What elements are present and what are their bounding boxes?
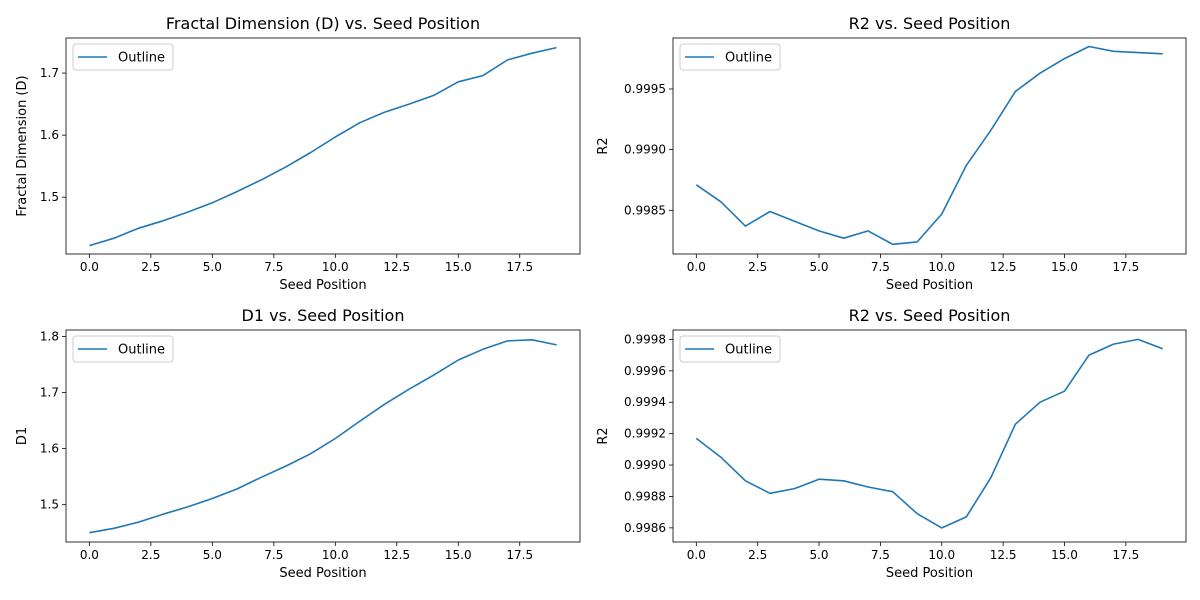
y-tick-label: 0.9992 [624, 427, 666, 441]
y-tick-label: 0.9990 [624, 143, 666, 157]
y-tick-label: 1.8 [40, 329, 59, 343]
y-tick-label: 0.9996 [624, 364, 666, 378]
x-tick-label: 17.5 [1113, 260, 1140, 274]
chart-title: R2 vs. Seed Position [849, 306, 1011, 325]
x-tick-label: 2.5 [748, 548, 767, 562]
x-tick-label: 12.5 [990, 260, 1017, 274]
y-tick-label: 1.6 [40, 442, 59, 456]
y-tick-label: 1.5 [40, 498, 59, 512]
legend: Outline [72, 43, 174, 71]
y-tick-label: 0.9998 [624, 332, 666, 346]
y-axis-label: R2 [596, 137, 611, 154]
x-tick-label: 2.5 [141, 548, 160, 562]
y-tick-label: 0.9988 [624, 489, 666, 503]
x-tick-label: 5.0 [809, 260, 828, 274]
x-tick-label: 0.0 [687, 548, 706, 562]
series-line-outline [695, 338, 1163, 529]
legend-label: Outline [118, 343, 165, 358]
y-axis-label: R2 [596, 427, 611, 444]
series-line-outline [89, 46, 557, 247]
axes-frame [672, 37, 1187, 255]
x-axis-label: Seed Position [279, 278, 366, 293]
y-tick-label: 0.9985 [624, 203, 666, 217]
chart-title: R2 vs. Seed Position [849, 14, 1011, 33]
x-tick-label: 15.0 [1051, 548, 1078, 562]
x-tick-label: 12.5 [383, 260, 410, 274]
legend: Outline [679, 43, 781, 71]
y-axis-label: D1 [15, 427, 30, 445]
x-tick-label: 7.5 [264, 548, 283, 562]
y-tick-label: 0.9994 [624, 395, 666, 409]
x-tick-label: 15.0 [445, 548, 472, 562]
legend-label: Outline [725, 51, 772, 66]
chart-panel-1: Fractal Dimension (D) vs. Seed Position 0… [15, 14, 581, 293]
y-tick-label: 1.7 [40, 386, 59, 400]
legend-box [679, 43, 781, 71]
legend-label: Outline [725, 343, 772, 358]
x-tick-label: 5.0 [809, 548, 828, 562]
x-tick-label: 10.0 [928, 548, 955, 562]
x-tick-label: 5.0 [203, 260, 222, 274]
x-tick-label: 7.5 [264, 260, 283, 274]
legend-box [72, 43, 174, 71]
legend: Outline [679, 335, 781, 363]
y-tick-label: 1.7 [40, 66, 59, 80]
x-tick-label: 0.0 [687, 260, 706, 274]
y-tick-label: 1.5 [40, 190, 59, 204]
axes-frame [65, 37, 581, 255]
legend-box [72, 335, 174, 363]
x-tick-label: 17.5 [1113, 548, 1140, 562]
y-tick-label: 1.6 [40, 128, 59, 142]
x-tick-label: 7.5 [871, 548, 890, 562]
series-line-outline [89, 338, 557, 534]
x-tick-label: 17.5 [506, 548, 533, 562]
y-axis-label: Fractal Dimension (D) [15, 75, 30, 216]
x-tick-label: 10.0 [928, 260, 955, 274]
chart-panel-2: R2 vs. Seed Position 0.0 2.5 5.0 7.5 10.0 12.5… [596, 14, 1187, 293]
x-tick-label: 7.5 [871, 260, 890, 274]
legend-label: Outline [118, 51, 165, 66]
x-axis-label: Seed Position [279, 566, 366, 581]
y-tick-label: 0.9995 [624, 82, 666, 96]
x-axis-label: Seed Position [886, 566, 973, 581]
axes-frame [672, 329, 1187, 543]
x-tick-label: 15.0 [1051, 260, 1078, 274]
x-axis-label: Seed Position [886, 278, 973, 293]
chart-panel-3: D1 vs. Seed Position 0.0 2.5 5.0 7.5 10.0 12.5… [15, 306, 581, 581]
legend: Outline [72, 335, 174, 363]
x-tick-label: 10.0 [322, 260, 349, 274]
x-tick-label: 15.0 [445, 260, 472, 274]
y-tick-label: 0.9986 [624, 521, 666, 535]
y-tick-label: 0.9990 [624, 458, 666, 472]
x-tick-label: 0.0 [80, 548, 99, 562]
x-tick-label: 10.0 [322, 548, 349, 562]
x-tick-label: 0.0 [80, 260, 99, 274]
axes-frame [65, 329, 581, 543]
x-tick-label: 12.5 [990, 548, 1017, 562]
x-tick-label: 17.5 [506, 260, 533, 274]
series-line-outline [695, 45, 1163, 246]
chart-title: D1 vs. Seed Position [242, 306, 405, 325]
x-tick-label: 2.5 [141, 260, 160, 274]
legend-box [679, 335, 781, 363]
chart-panel-4: R2 vs. Seed Position 0.0 2.5 5.0 7.5 10.0 12.5… [596, 306, 1187, 581]
x-tick-label: 12.5 [383, 548, 410, 562]
x-tick-label: 2.5 [748, 260, 767, 274]
chart-title: Fractal Dimension (D) vs. Seed Position [166, 14, 480, 33]
x-tick-label: 5.0 [203, 548, 222, 562]
